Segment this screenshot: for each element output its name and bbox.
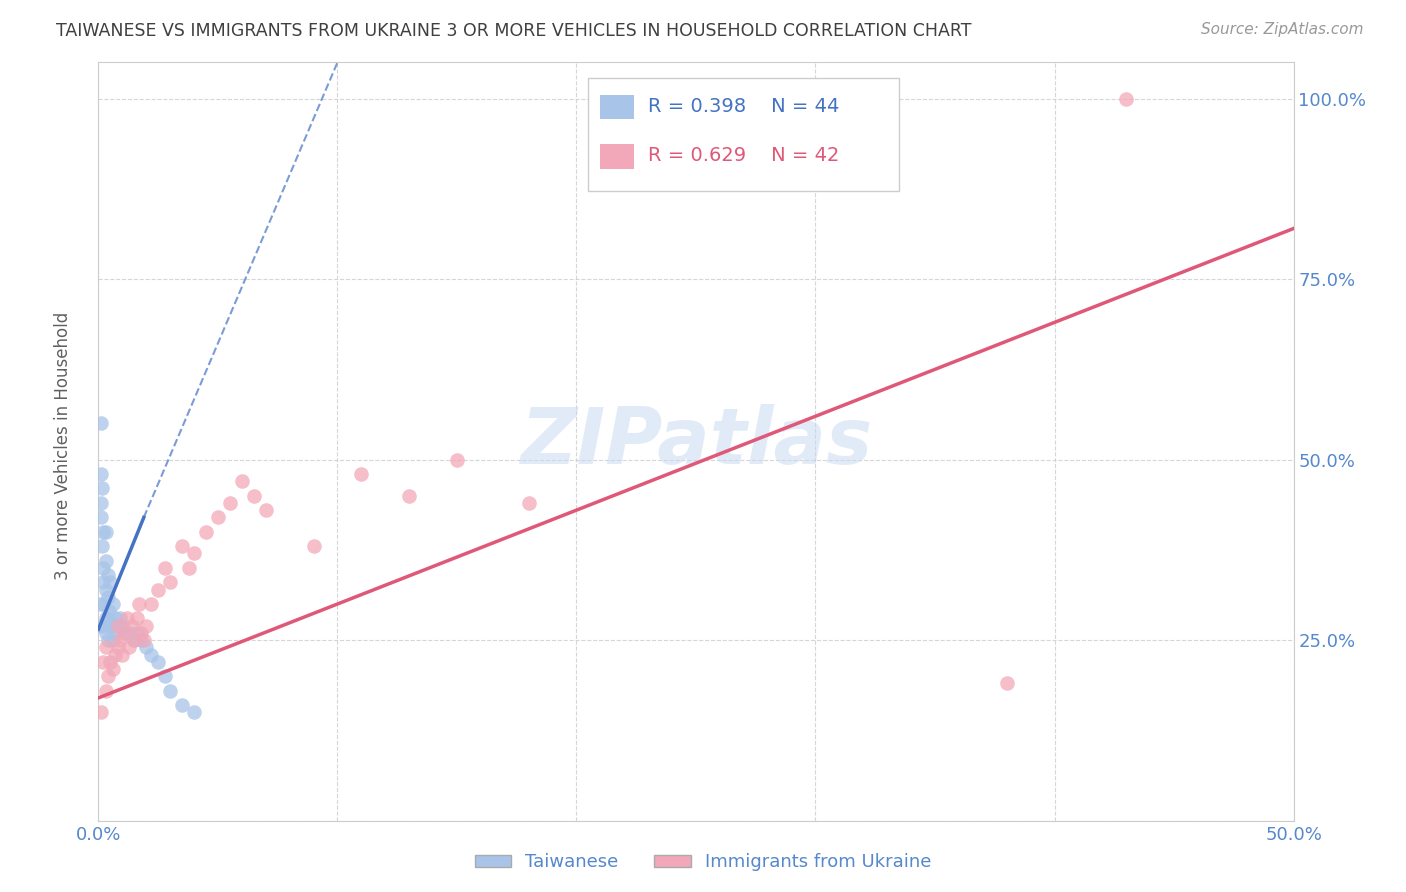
Point — [91, 575, 114, 590]
Point — [118, 640, 141, 655]
Point — [98, 618, 122, 632]
Point — [104, 648, 127, 662]
Point — [254, 503, 277, 517]
Point — [94, 582, 117, 597]
Point — [114, 626, 136, 640]
Point — [91, 655, 114, 669]
Point — [93, 597, 115, 611]
Point — [135, 640, 157, 655]
Point — [1115, 91, 1137, 105]
Point — [107, 618, 129, 632]
Point — [195, 524, 218, 539]
Point — [172, 698, 194, 712]
Point — [89, 618, 111, 632]
Point — [155, 669, 177, 683]
Point — [446, 452, 468, 467]
Text: Source: ZipAtlas.com: Source: ZipAtlas.com — [1201, 22, 1364, 37]
Point — [995, 676, 1018, 690]
Text: TAIWANESE VS IMMIGRANTS FROM UKRAINE 3 OR MORE VEHICLES IN HOUSEHOLD CORRELATION: TAIWANESE VS IMMIGRANTS FROM UKRAINE 3 O… — [56, 22, 972, 40]
Point — [155, 561, 177, 575]
Point — [107, 640, 129, 655]
Point — [111, 648, 134, 662]
Point — [121, 618, 143, 632]
Point — [231, 475, 253, 489]
Point — [90, 706, 112, 720]
Point — [132, 633, 155, 648]
Point — [159, 683, 181, 698]
Point — [94, 554, 117, 568]
Point — [124, 633, 146, 648]
Point — [118, 626, 141, 640]
Point — [98, 655, 122, 669]
Point — [302, 539, 325, 553]
Bar — [600, 145, 634, 169]
Point — [183, 706, 205, 720]
Point — [97, 590, 120, 604]
Point — [90, 417, 112, 431]
Point — [139, 597, 162, 611]
Point — [93, 618, 115, 632]
Point — [94, 524, 117, 539]
Point — [97, 611, 120, 625]
Point — [97, 568, 120, 582]
Text: ZIPatlas: ZIPatlas — [520, 403, 872, 480]
Point — [107, 618, 129, 632]
Text: 3 or more Vehicles in Household: 3 or more Vehicles in Household — [55, 312, 72, 580]
Point — [398, 489, 420, 503]
Point — [135, 618, 157, 632]
Point — [90, 510, 112, 524]
Point — [125, 611, 148, 625]
Point — [104, 611, 127, 625]
Point — [101, 662, 124, 676]
Point — [111, 618, 134, 632]
Point — [97, 669, 120, 683]
Point — [243, 489, 266, 503]
Point — [97, 633, 120, 648]
Bar — [589, 78, 900, 191]
Point — [124, 633, 146, 648]
Point — [128, 597, 150, 611]
Point — [89, 597, 111, 611]
Point — [91, 524, 114, 539]
Point — [159, 575, 181, 590]
Point — [94, 626, 117, 640]
Point — [94, 611, 117, 625]
Point — [91, 482, 114, 496]
Point — [179, 561, 201, 575]
Point — [101, 633, 124, 648]
Point — [207, 510, 229, 524]
Point — [108, 633, 131, 648]
Point — [114, 626, 136, 640]
Point — [350, 467, 373, 481]
Point — [148, 582, 170, 597]
Point — [101, 597, 124, 611]
Point — [517, 496, 540, 510]
Point — [139, 648, 162, 662]
Point — [115, 611, 138, 625]
Point — [91, 539, 114, 553]
Point — [131, 626, 153, 640]
Point — [90, 496, 112, 510]
Point — [98, 575, 122, 590]
Point — [91, 561, 114, 575]
Point — [131, 633, 153, 648]
Point — [98, 604, 121, 618]
Point — [219, 496, 242, 510]
Point — [125, 626, 148, 640]
Point — [94, 640, 117, 655]
Point — [183, 546, 205, 560]
Legend: Taiwanese, Immigrants from Ukraine: Taiwanese, Immigrants from Ukraine — [467, 847, 939, 879]
Point — [104, 626, 127, 640]
Text: R = 0.629    N = 42: R = 0.629 N = 42 — [648, 146, 839, 165]
Point — [108, 611, 131, 625]
Bar — [600, 95, 634, 120]
Point — [172, 539, 194, 553]
Point — [148, 655, 170, 669]
Text: R = 0.398    N = 44: R = 0.398 N = 44 — [648, 97, 839, 116]
Point — [90, 467, 112, 481]
Point — [94, 683, 117, 698]
